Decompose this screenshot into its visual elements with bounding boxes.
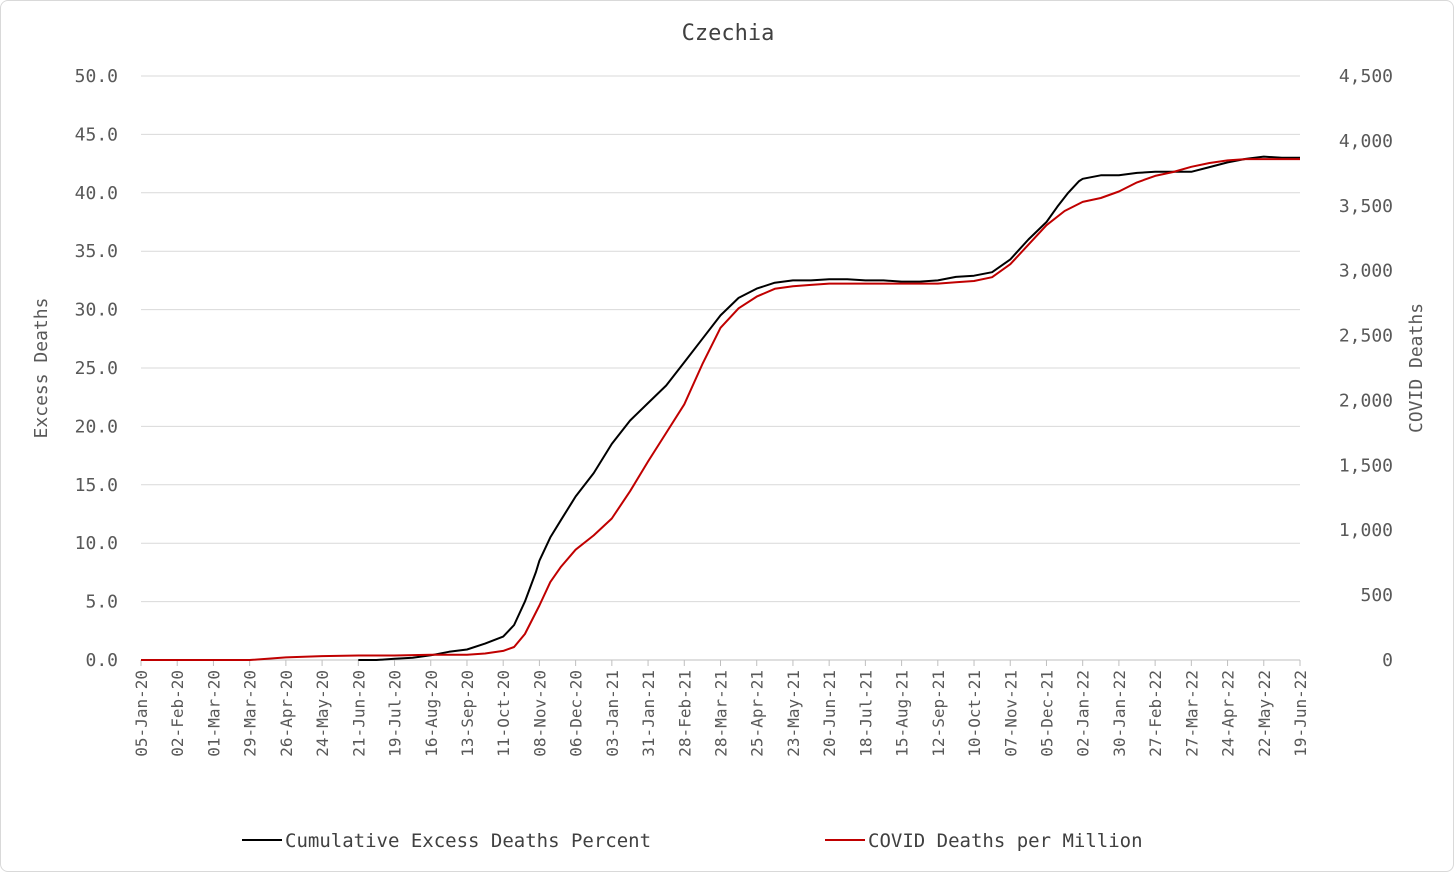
right-axis-title: COVID Deaths <box>1406 303 1427 433</box>
y2-tick-label: 0 <box>1382 650 1393 671</box>
y-tick-label: 20.0 <box>75 416 118 437</box>
x-axis-ticks: 05-Jan-20 02-Feb-20 01-Mar-20 29-Mar-20 26-A… <box>132 659 1310 757</box>
y-tick-label: 30.0 <box>75 300 118 321</box>
y2-tick-label: 500 <box>1360 585 1393 606</box>
x-tick-label: 01-Mar-20 <box>204 670 223 757</box>
x-tick-label: 05-Dec-21 <box>1037 670 1056 757</box>
x-tick-label: 31-Jan-21 <box>639 670 658 757</box>
series-line-excess-deaths <box>358 155 1300 661</box>
legend-label-covid: COVID Deaths per Million <box>868 830 1143 852</box>
left-axis-ticks: 0.0 5.0 10.0 15.0 20.0 25.0 30.0 35.0 40.0 45.0 50… <box>75 66 118 671</box>
series-line-covid-deaths <box>141 158 1300 661</box>
x-tick-label: 15-Aug-21 <box>893 670 912 757</box>
y2-tick-label: 3,500 <box>1339 196 1393 217</box>
legend: Cumulative Excess Deaths Percent COVID D… <box>242 830 1143 852</box>
x-tick-label: 11-Oct-20 <box>494 670 513 757</box>
x-tick-label: 18-Jul-21 <box>856 670 875 757</box>
x-tick-label: 08-Nov-20 <box>530 670 549 757</box>
y2-tick-label: 2,500 <box>1339 326 1393 347</box>
x-tick-label: 26-Apr-20 <box>277 670 296 757</box>
x-tick-label: 30-Jan-22 <box>1110 670 1129 757</box>
x-tick-label: 13-Sep-20 <box>458 670 477 757</box>
y-tick-label: 15.0 <box>75 475 118 496</box>
y-tick-label: 5.0 <box>85 592 118 613</box>
x-tick-label: 25-Apr-21 <box>748 670 767 757</box>
y2-tick-label: 1,000 <box>1339 520 1393 541</box>
x-tick-label: 22-May-22 <box>1255 670 1274 757</box>
y-tick-label: 50.0 <box>75 66 118 87</box>
x-tick-label: 12-Sep-21 <box>929 670 948 757</box>
x-tick-label: 28-Mar-21 <box>712 670 731 757</box>
y2-tick-label: 4,500 <box>1339 66 1393 87</box>
x-tick-label: 03-Jan-21 <box>603 670 622 757</box>
x-tick-label: 19-Jul-20 <box>386 670 405 757</box>
x-tick-label: 23-May-21 <box>784 670 803 757</box>
left-axis-title: Excess Deaths <box>31 298 52 439</box>
legend-label-excess: Cumulative Excess Deaths Percent <box>285 830 651 852</box>
x-tick-label: 20-Jun-21 <box>820 670 839 757</box>
series-lines <box>141 155 1300 661</box>
x-tick-label: 27-Mar-22 <box>1182 670 1201 757</box>
x-tick-label: 10-Oct-21 <box>965 670 984 757</box>
x-tick-label: 16-Aug-20 <box>422 670 441 757</box>
y-tick-label: 40.0 <box>75 183 118 204</box>
y-tick-label: 10.0 <box>75 533 118 554</box>
x-tick-label: 02-Feb-20 <box>168 670 187 757</box>
x-tick-label: 24-May-20 <box>313 670 332 757</box>
x-tick-label: 19-Jun-22 <box>1291 670 1310 757</box>
x-tick-label: 05-Jan-20 <box>132 670 151 757</box>
right-axis-ticks: 0 500 1,000 1,500 2,000 2,500 3,000 3,500 4,000 4… <box>1339 66 1393 671</box>
y2-tick-label: 4,000 <box>1339 131 1393 152</box>
y-tick-label: 0.0 <box>85 650 118 671</box>
x-tick-label: 21-Jun-20 <box>349 670 368 757</box>
y-tick-label: 25.0 <box>75 358 118 379</box>
x-tick-label: 29-Mar-20 <box>241 670 260 757</box>
x-tick-label: 24-Apr-22 <box>1219 670 1238 757</box>
gridlines <box>141 75 1300 661</box>
x-tick-label: 27-Feb-22 <box>1146 670 1165 757</box>
y2-tick-label: 1,500 <box>1339 455 1393 476</box>
x-tick-label: 02-Jan-22 <box>1074 670 1093 757</box>
y2-tick-label: 3,000 <box>1339 261 1393 282</box>
x-tick-label: 07-Nov-21 <box>1001 670 1020 757</box>
chart-title: Czechia <box>682 21 775 46</box>
y-tick-label: 45.0 <box>75 124 118 145</box>
y2-tick-label: 2,000 <box>1339 390 1393 411</box>
y-tick-label: 35.0 <box>75 241 118 262</box>
x-tick-label: 06-Dec-20 <box>567 670 586 757</box>
x-tick-label: 28-Feb-21 <box>675 670 694 757</box>
